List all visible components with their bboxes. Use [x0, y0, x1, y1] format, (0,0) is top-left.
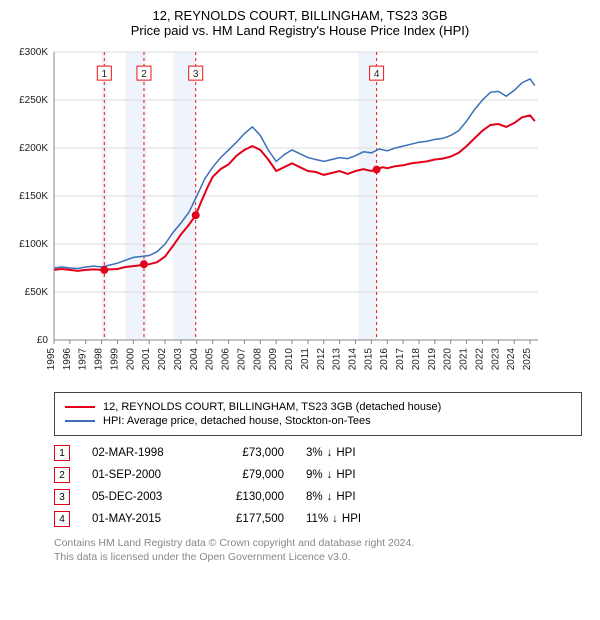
x-tick-label: 2002 — [157, 348, 168, 371]
x-tick-label: 2004 — [189, 348, 200, 371]
y-tick-label: £0 — [37, 335, 49, 346]
y-tick-label: £200K — [19, 143, 48, 154]
x-tick-label: 1996 — [62, 348, 73, 371]
price-chart-svg: £0 £50K £100K £150K £200K £250K £300K 1995 1996 1… — [8, 44, 548, 384]
legend-swatch — [65, 406, 95, 408]
marker-number: 1 — [102, 69, 108, 80]
x-tick-label: 2025 — [522, 348, 533, 371]
x-tick-label: 2016 — [379, 348, 390, 371]
x-tick-label: 1995 — [46, 348, 57, 371]
copyright-line: This data is licensed under the Open Gov… — [54, 550, 582, 564]
x-tick-label: 2018 — [411, 348, 422, 371]
x-tick-label: 2017 — [395, 348, 406, 371]
arrow-down-icon: ↓ — [327, 447, 333, 459]
x-tick-label: 2020 — [443, 348, 454, 371]
marker-number: 2 — [141, 69, 147, 80]
sale-point — [100, 266, 108, 274]
x-tick-label: 2005 — [205, 348, 216, 371]
sale-row: 3 05-DEC-2003 £130,000 8%↓HPI — [54, 486, 582, 508]
x-tick-label: 2001 — [141, 348, 152, 371]
x-tick-label: 1997 — [78, 348, 89, 371]
marker-number: 3 — [193, 69, 199, 80]
sale-point — [192, 211, 200, 219]
arrow-down-icon: ↓ — [332, 513, 338, 525]
sale-marker: 1 — [54, 445, 70, 461]
sale-row: 4 01-MAY-2015 £177,500 11%↓HPI — [54, 508, 582, 530]
sale-price: £130,000 — [214, 491, 284, 503]
y-tick-label: £50K — [25, 287, 49, 298]
x-tick-label: 2008 — [252, 348, 263, 371]
x-tick-label: 2019 — [427, 348, 438, 371]
sale-price: £79,000 — [214, 469, 284, 481]
sale-diff: 8%↓HPI — [306, 491, 356, 503]
x-tick-label: 2009 — [268, 348, 279, 371]
x-tick-label: 2013 — [332, 348, 343, 371]
sale-price: £73,000 — [214, 447, 284, 459]
sale-point — [373, 166, 381, 174]
chart-title: 12, REYNOLDS COURT, BILLINGHAM, TS23 3GB — [8, 8, 592, 23]
x-tick-label: 2024 — [506, 348, 517, 371]
sale-diff: 3%↓HPI — [306, 447, 356, 459]
legend-swatch — [65, 420, 95, 422]
sale-point — [140, 260, 148, 268]
x-tick-label: 2023 — [490, 348, 501, 371]
x-tick-label: 2007 — [236, 348, 247, 371]
x-tick-label: 2011 — [300, 348, 311, 370]
x-tick-label: 2012 — [316, 348, 327, 371]
sale-marker: 3 — [54, 489, 70, 505]
x-tick-label: 2006 — [221, 348, 232, 371]
chart-subtitle: Price paid vs. HM Land Registry's House … — [8, 23, 592, 38]
legend-row: 12, REYNOLDS COURT, BILLINGHAM, TS23 3GB… — [65, 401, 571, 413]
sale-date: 02-MAR-1998 — [92, 447, 192, 459]
y-tick-label: £250K — [19, 95, 48, 106]
y-tick-label: £150K — [19, 191, 48, 202]
sale-diff: 9%↓HPI — [306, 469, 356, 481]
legend-label: 12, REYNOLDS COURT, BILLINGHAM, TS23 3GB… — [103, 401, 441, 413]
arrow-down-icon: ↓ — [327, 491, 333, 503]
sale-row: 1 02-MAR-1998 £73,000 3%↓HPI — [54, 442, 582, 464]
copyright-text: Contains HM Land Registry data © Crown c… — [54, 536, 582, 564]
copyright-line: Contains HM Land Registry data © Crown c… — [54, 536, 582, 550]
sale-price: £177,500 — [214, 513, 284, 525]
x-tick-label: 2022 — [474, 348, 485, 371]
sale-date: 01-SEP-2000 — [92, 469, 192, 481]
y-tick-label: £300K — [19, 47, 48, 58]
x-tick-label: 2015 — [363, 348, 374, 371]
x-tick-label: 1998 — [94, 348, 105, 371]
sale-marker: 2 — [54, 467, 70, 483]
sales-table: 1 02-MAR-1998 £73,000 3%↓HPI 2 01-SEP-2000 £79… — [54, 442, 582, 530]
legend-row: HPI: Average price, detached house, Stoc… — [65, 415, 571, 427]
x-tick-label: 2021 — [459, 348, 470, 371]
sale-date: 01-MAY-2015 — [92, 513, 192, 525]
x-tick-label: 2014 — [348, 348, 359, 371]
x-tick-label: 2010 — [284, 348, 295, 371]
sale-marker: 4 — [54, 511, 70, 527]
sale-row: 2 01-SEP-2000 £79,000 9%↓HPI — [54, 464, 582, 486]
x-tick-label: 2000 — [125, 348, 136, 371]
sale-date: 05-DEC-2003 — [92, 491, 192, 503]
marker-number: 4 — [374, 69, 380, 80]
arrow-down-icon: ↓ — [327, 469, 333, 481]
x-tick-label: 1999 — [109, 348, 120, 371]
legend-label: HPI: Average price, detached house, Stoc… — [103, 415, 371, 427]
sale-diff: 11%↓HPI — [306, 513, 361, 525]
x-tick-label: 2003 — [173, 348, 184, 371]
legend: 12, REYNOLDS COURT, BILLINGHAM, TS23 3GB… — [54, 392, 582, 436]
chart-area: £0 £50K £100K £150K £200K £250K £300K 1995 1996 1… — [8, 44, 592, 384]
y-tick-label: £100K — [19, 239, 48, 250]
